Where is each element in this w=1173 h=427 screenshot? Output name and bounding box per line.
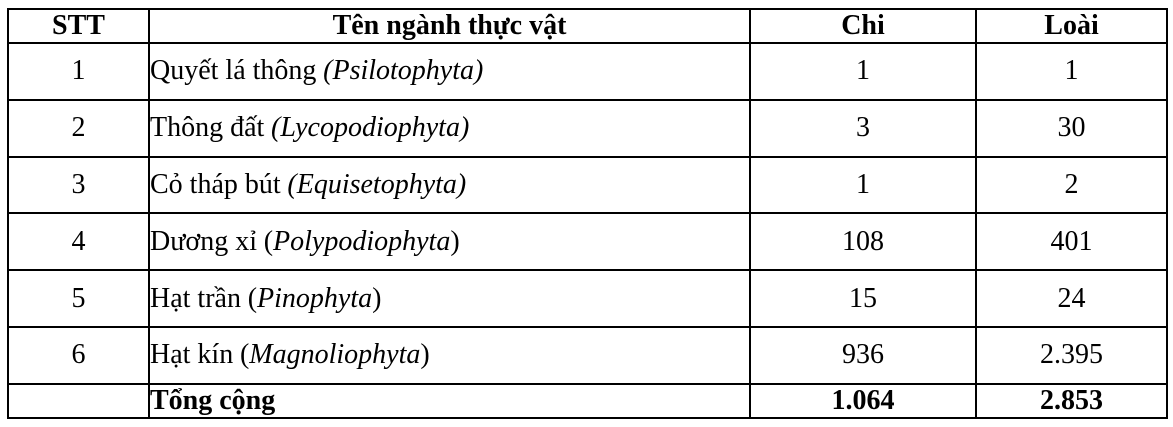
species-count: 2 <box>975 155 1168 215</box>
phylum-name: Cỏ tháp bút <box>150 169 281 200</box>
row-number: 2 <box>7 98 150 158</box>
latin-name: Pinophyta <box>257 282 373 314</box>
latin-name-group: (Polypodiophyta) <box>264 226 460 257</box>
phylum-name: Hạt kín <box>150 339 234 371</box>
row-number: 3 <box>7 155 150 215</box>
phylum-name: Thông đất <box>150 112 265 144</box>
latin-name-group: (Equisetophyta) <box>287 169 466 200</box>
phylum-name-cell: Hạt trần (Pinophyta) <box>148 269 751 329</box>
table-row: 1 Quyết lá thông (Psilotophyta) 1 1 <box>7 42 1168 101</box>
paren-close: ) <box>459 112 470 144</box>
genus-count: 108 <box>749 212 977 272</box>
total-species-count: 2.853 <box>975 382 1168 420</box>
latin-name: Magnoliophyta <box>249 339 421 371</box>
latin-name-group: (Psilotophyta) <box>323 55 483 86</box>
total-genus-count: 1.064 <box>749 382 977 420</box>
species-count: 30 <box>975 98 1168 158</box>
total-label: Tổng cộng <box>148 382 751 420</box>
latin-name: Lycopodiophyta <box>280 112 460 144</box>
header-name: Tên ngành thực vật <box>148 7 751 45</box>
table-row: 5 Hạt trần (Pinophyta) 15 24 <box>7 269 1168 329</box>
species-count: 1 <box>975 42 1168 101</box>
genus-count: 1 <box>749 42 977 101</box>
paren-close: ) <box>456 169 467 200</box>
genus-count: 936 <box>749 326 977 385</box>
latin-name: Polypodiophyta <box>273 225 451 257</box>
total-stt-empty <box>7 382 150 420</box>
phylum-name-cell: Cỏ tháp bút (Equisetophyta) <box>148 155 751 215</box>
phylum-name: Hạt trần <box>150 282 241 314</box>
table-row: 3 Cỏ tháp bút (Equisetophyta) 1 2 <box>7 155 1168 215</box>
genus-count: 1 <box>749 155 977 215</box>
latin-name-group: (Magnoliophyta) <box>240 339 430 370</box>
row-number: 6 <box>7 326 150 385</box>
paren-open: ( <box>287 169 297 200</box>
total-row: Tổng cộng 1.064 2.853 <box>7 382 1168 420</box>
paren-close: ) <box>450 225 460 257</box>
paren-open: ( <box>247 282 258 314</box>
row-number: 1 <box>7 42 150 101</box>
header-chi: Chi <box>749 7 977 45</box>
paren-open: ( <box>323 55 333 87</box>
latin-name-group: (Pinophyta) <box>248 283 382 314</box>
table-row: 6 Hạt kín (Magnoliophyta) 936 2.395 <box>7 326 1168 385</box>
phylum-name: Quyết lá thông <box>150 55 317 87</box>
phylum-name: Dương xỉ <box>150 225 257 257</box>
phylum-name-cell: Thông đất (Lycopodiophyta) <box>148 98 751 158</box>
phylum-name-cell: Hạt kín (Magnoliophyta) <box>148 326 751 385</box>
species-count: 24 <box>975 269 1168 329</box>
paren-open: ( <box>271 112 281 144</box>
table-body: 1 Quyết lá thông (Psilotophyta) 1 1 2 Thông đấ… <box>7 42 1168 385</box>
species-count: 401 <box>975 212 1168 272</box>
latin-name: Equisetophyta <box>296 169 457 200</box>
latin-name-group: (Lycopodiophyta) <box>271 112 469 143</box>
header-row: STT Tên ngành thực vật Chi Loài <box>7 7 1168 45</box>
paren-open: ( <box>239 339 250 371</box>
genus-count: 3 <box>749 98 977 158</box>
header-loai: Loài <box>975 7 1168 45</box>
phylum-name-cell: Dương xỉ (Polypodiophyta) <box>148 212 751 272</box>
paren-open: ( <box>263 225 274 257</box>
header-stt: STT <box>7 7 150 45</box>
paren-close: ) <box>420 339 430 371</box>
plant-phyla-table: STT Tên ngành thực vật Chi Loài 1 Quyết l… <box>7 7 1168 420</box>
row-number: 5 <box>7 269 150 329</box>
phylum-name-cell: Quyết lá thông (Psilotophyta) <box>148 42 751 101</box>
row-number: 4 <box>7 212 150 272</box>
latin-name: Psilotophyta <box>332 55 475 87</box>
paren-close: ) <box>474 55 484 87</box>
genus-count: 15 <box>749 269 977 329</box>
table-row: 4 Dương xỉ (Polypodiophyta) 108 401 <box>7 212 1168 272</box>
table-row: 2 Thông đất (Lycopodiophyta) 3 30 <box>7 98 1168 158</box>
species-count: 2.395 <box>975 326 1168 385</box>
paren-close: ) <box>372 282 382 314</box>
